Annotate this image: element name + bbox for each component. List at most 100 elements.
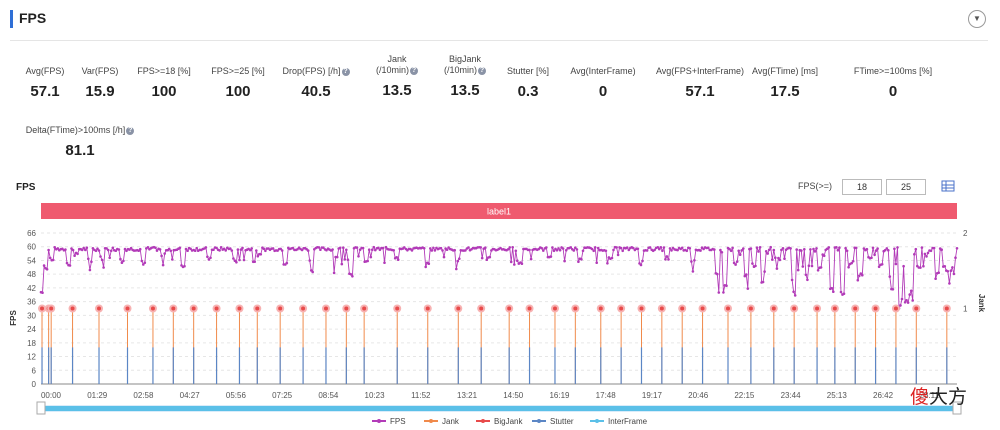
fps-point	[323, 248, 327, 251]
fps-point	[44, 267, 47, 270]
fps-point	[416, 247, 420, 250]
jank-point	[362, 306, 367, 311]
jank-point-halo	[360, 304, 369, 313]
fps-point	[882, 249, 885, 253]
fps-point	[372, 245, 376, 249]
fps-point	[477, 246, 481, 249]
fps-point	[345, 248, 348, 252]
fps-point	[239, 248, 243, 251]
fps-point	[65, 261, 69, 265]
fps-point	[745, 273, 748, 276]
fps-point	[50, 258, 53, 262]
metric-label: Avg(FTime) [ms]	[751, 66, 818, 76]
fps-point	[361, 246, 365, 250]
fps-point	[908, 293, 911, 296]
fps-point	[760, 281, 763, 284]
fps-point	[377, 246, 380, 250]
fps-point	[352, 247, 356, 250]
fps-point	[290, 247, 293, 250]
fps-point	[641, 259, 644, 263]
fps-point	[485, 258, 489, 262]
jank-point	[853, 306, 858, 311]
fps-point	[654, 246, 658, 250]
help-icon[interactable]: ?	[126, 126, 135, 135]
chart-table-icon[interactable]	[941, 180, 955, 192]
fps-point	[131, 248, 134, 252]
fps-point	[151, 246, 154, 249]
fps-point	[832, 290, 835, 294]
fps-point	[836, 249, 840, 252]
fps-point	[542, 249, 545, 252]
fps-point	[771, 258, 774, 261]
fps-point	[212, 248, 215, 251]
help-icon[interactable]: ?	[478, 66, 486, 75]
fps-point	[415, 246, 418, 249]
fps-point	[439, 246, 443, 250]
fps-point	[743, 274, 747, 278]
fps-point	[685, 249, 689, 253]
label-band	[41, 203, 957, 219]
fps-point	[175, 248, 179, 251]
metric-7: Stutter [%] 0.3	[473, 66, 583, 100]
y-right-tick-label: 1	[963, 305, 968, 314]
fps-point	[616, 253, 620, 257]
fps-point	[581, 249, 585, 253]
fps-point	[308, 259, 312, 262]
fps-point	[468, 248, 472, 252]
x-tick-label: 20:46	[688, 391, 709, 400]
fps-point	[430, 249, 434, 252]
fps-point	[697, 248, 701, 252]
fps-point	[592, 249, 595, 253]
fps-point	[706, 246, 710, 250]
fps-point	[462, 249, 466, 252]
fps-point	[484, 246, 487, 249]
jank-point	[395, 306, 400, 311]
fps-point	[97, 249, 101, 252]
fps-point	[648, 246, 652, 249]
fps-point	[244, 249, 247, 252]
help-icon[interactable]: ?	[410, 66, 418, 75]
fps-point	[396, 258, 400, 262]
fps-point	[911, 299, 914, 302]
fps-point	[109, 249, 113, 253]
fps-point	[180, 264, 183, 267]
fps-point	[754, 264, 757, 268]
fps-point	[735, 260, 739, 263]
fps-point	[635, 247, 638, 250]
fps-point	[942, 265, 945, 268]
fps-point	[708, 248, 711, 252]
metric-value: 15.9	[85, 83, 115, 100]
fps-point	[404, 247, 408, 251]
fps-point	[291, 246, 295, 250]
fps-point	[58, 248, 61, 252]
fps-point	[51, 258, 55, 262]
fps-point	[77, 247, 81, 251]
fps-point	[305, 247, 308, 251]
jank-point-halo	[454, 304, 463, 313]
fps-point	[789, 247, 792, 250]
fps-point	[925, 255, 928, 258]
fps-point	[436, 247, 440, 251]
header-divider	[10, 40, 988, 41]
fps-point	[369, 255, 373, 259]
fps-point	[76, 252, 79, 256]
fps-point	[442, 255, 446, 259]
help-icon[interactable]: ?	[341, 67, 350, 76]
fps-point	[516, 259, 519, 263]
fps-threshold-input-2[interactable]	[886, 179, 926, 195]
fps-point	[247, 247, 250, 251]
collapse-toggle-button[interactable]: ▼	[968, 10, 986, 28]
fps-point	[538, 246, 542, 249]
y-tick-label: 48	[27, 270, 36, 279]
fps-point	[728, 247, 731, 251]
fps-point	[819, 266, 823, 269]
fps-threshold-input-1[interactable]	[842, 179, 882, 195]
fps-point	[88, 268, 92, 272]
fps-point	[68, 264, 72, 267]
fps-point	[822, 254, 826, 258]
metric-label: BigJank	[448, 54, 482, 64]
fps-point	[858, 274, 861, 278]
fps-point	[839, 290, 843, 294]
y-tick-label: 18	[27, 339, 36, 348]
jank-point	[944, 306, 949, 311]
